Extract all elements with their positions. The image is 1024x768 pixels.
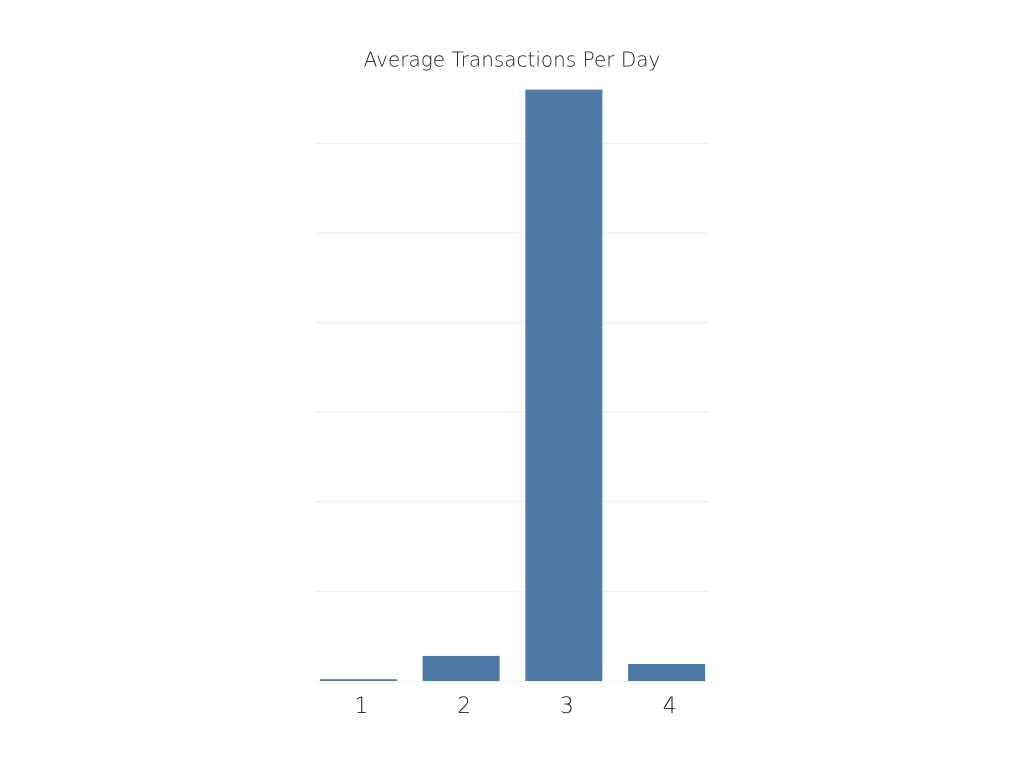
chart-title: Average Transactions Per Day bbox=[364, 48, 661, 72]
bar bbox=[628, 663, 706, 681]
bar bbox=[319, 679, 397, 681]
bar bbox=[525, 89, 603, 682]
x-tick-label: 4 bbox=[663, 694, 677, 719]
x-tick-label: 2 bbox=[457, 694, 471, 719]
x-tick-label: 3 bbox=[560, 694, 574, 719]
bar bbox=[422, 655, 500, 681]
x-tick-label: 1 bbox=[354, 694, 368, 719]
